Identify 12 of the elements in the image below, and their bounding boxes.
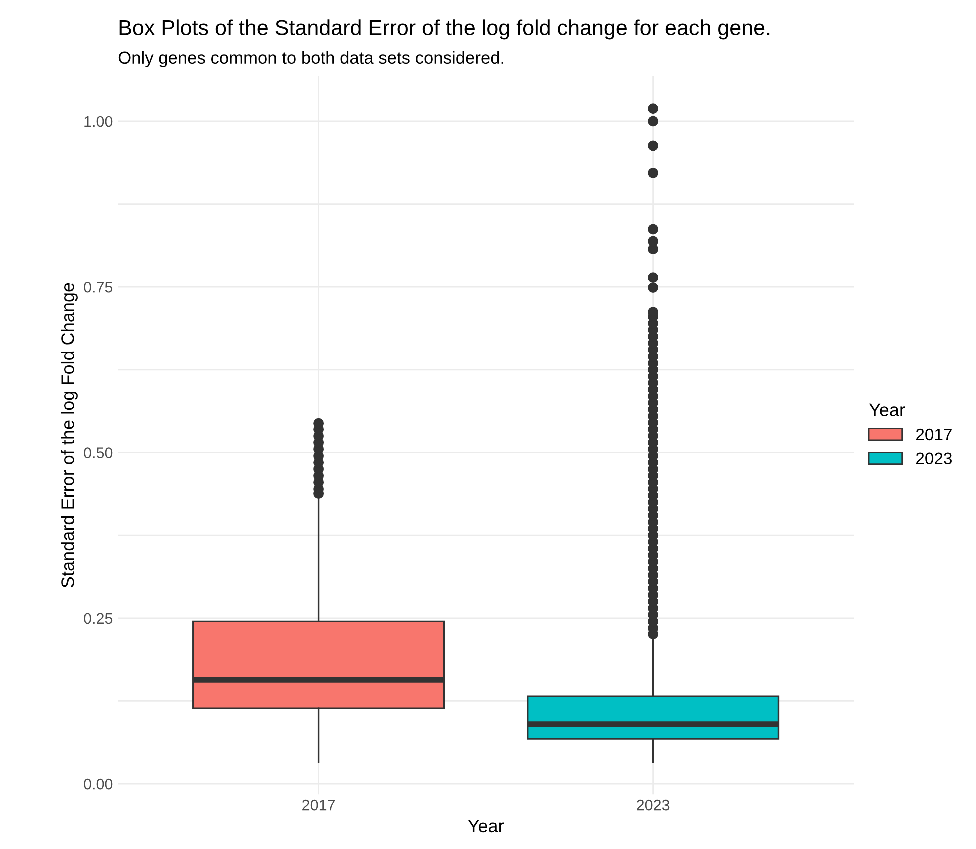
y-tick-label: 1.00: [84, 116, 113, 128]
chart-title: Box Plots of the Standard Error of the log fold change for each gene.: [120, 20, 770, 40]
legend-title: Year: [869, 404, 906, 417]
x-axis-title: Year: [468, 820, 504, 833]
y-axis-title: Standard Error of the log Fold Change: [61, 283, 78, 588]
chart-subtitle: Only genes common to both data sets considered.: [118, 51, 504, 68]
legend-label: 2017: [916, 428, 952, 441]
y-tick-label: 0.75: [84, 282, 113, 293]
legend-label: 2023: [916, 452, 952, 465]
y-tick-label: 0.25: [84, 613, 113, 624]
y-tick-label: 0.50: [84, 448, 113, 458]
y-tick-label: 0.00: [84, 778, 113, 790]
